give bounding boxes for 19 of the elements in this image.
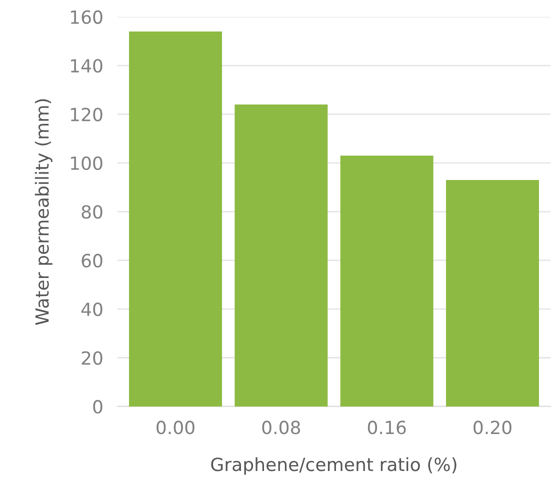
- bar: [340, 156, 434, 406]
- y-tick-label: 60: [82, 254, 102, 268]
- x-tick-label: 0.20: [474, 420, 512, 434]
- y-tick-label: 160: [71, 10, 102, 24]
- bar: [234, 104, 328, 406]
- y-tick-label: 0: [93, 400, 102, 414]
- bar: [129, 31, 222, 406]
- x-axis-title: Graphene/cement ratio (%): [211, 457, 456, 475]
- y-tick-label: 40: [81, 302, 102, 316]
- y-tick-label: 20: [82, 351, 102, 365]
- y-tick-label: 100: [71, 156, 102, 170]
- y-tick-label: 80: [82, 205, 102, 219]
- bar: [446, 180, 539, 406]
- y-axis-title: Water permeability (mm): [34, 99, 52, 325]
- y-tick-label: 120: [71, 108, 102, 122]
- x-tick-label: 0.00: [156, 420, 194, 434]
- x-tick-label: 0.08: [262, 420, 300, 434]
- y-tick-label: 140: [71, 58, 102, 73]
- x-tick-label: 0.16: [368, 420, 406, 434]
